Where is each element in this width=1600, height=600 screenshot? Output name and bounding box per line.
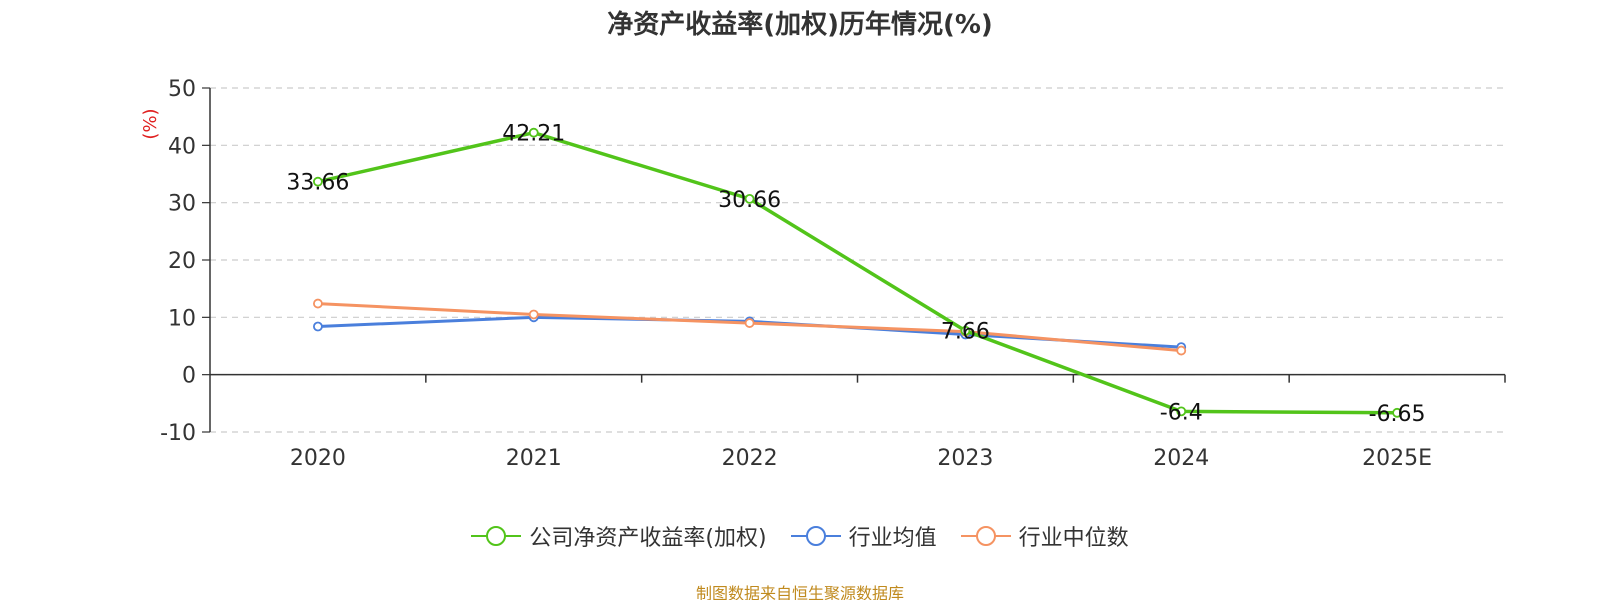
data-point-median: [1176, 345, 1187, 356]
legend-avg-label: 行业均值: [848, 526, 937, 551]
data-point-company: [313, 176, 323, 187]
data-point-median: [744, 318, 755, 328]
y-tick-label: 20: [168, 249, 196, 274]
x-tick-label: 2025E: [1362, 446, 1432, 471]
legend-item-avg[interactable]: 行业均值: [790, 520, 937, 552]
data-label-company: 7.66: [941, 320, 990, 345]
data-point-median: [313, 298, 323, 309]
data-point-median: [528, 309, 539, 320]
legend-company-icon: [471, 526, 522, 546]
data-point-company: [1176, 406, 1187, 417]
chart-title: 净资产收益率(加权)历年情况(%): [607, 10, 993, 40]
y-axis-label: (%): [140, 108, 161, 139]
data-point-company: [960, 325, 971, 336]
y-tick-label: 0: [182, 364, 196, 389]
x-tick-label: 2022: [722, 446, 778, 471]
legend-item-median[interactable]: 行业中位数: [960, 520, 1129, 552]
x-tick-label: 2024: [1153, 446, 1209, 471]
data-point-company: [744, 193, 755, 204]
x-tick-label: 2023: [937, 446, 993, 471]
y-tick-label: -10: [160, 421, 196, 446]
x-tick-label: 2020: [290, 446, 346, 471]
y-tick-label: 30: [168, 192, 196, 217]
y-tick-label: 50: [168, 77, 196, 102]
data-label-company: 42.21: [502, 122, 565, 147]
source-note: 制图数据来自恒生聚源数据库: [695, 584, 904, 600]
legend-median-icon: [960, 526, 1011, 546]
data-point-avg: [313, 321, 323, 332]
legend-company-label: 公司净资产收益率(加权): [529, 526, 767, 551]
series-line-company: [317, 130, 1398, 415]
data-label-company: -6.4: [1160, 400, 1203, 425]
y-tick-label: 40: [168, 134, 196, 159]
y-tick-label: 10: [168, 306, 196, 331]
x-tick-label: 2021: [506, 446, 562, 471]
legend: 公司净资产收益率(加权) 行业均值 行业中位数: [0, 520, 1600, 552]
legend-median-label: 行业中位数: [1018, 526, 1129, 551]
data-label-company: 33.66: [286, 171, 349, 196]
legend-avg-icon: [790, 526, 841, 546]
data-label-company: 30.66: [718, 188, 781, 213]
data-point-company: [528, 127, 539, 138]
legend-item-company[interactable]: 公司净资产收益率(加权): [471, 520, 767, 552]
data-label-company: -6.65: [1369, 402, 1426, 427]
data-point-company: [1392, 407, 1402, 418]
